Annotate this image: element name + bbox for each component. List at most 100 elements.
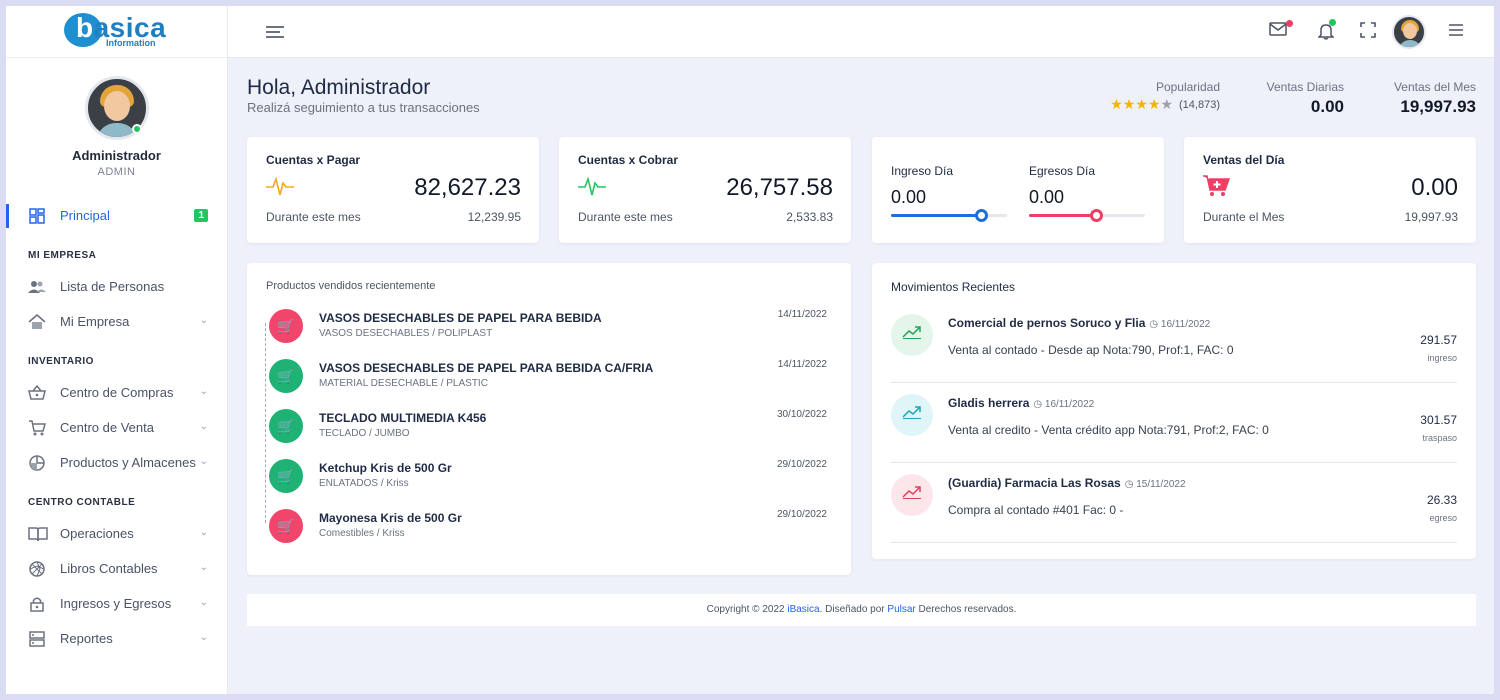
movement-date-value: 15/11/2022 [1136, 479, 1186, 490]
list-item[interactable]: 🛒 TECLADO MULTIMEDIA K456 TECLADO / JUMB… [267, 407, 827, 457]
table-row[interactable]: Comercial de pernos Soruco y Flia ◷ 16/11… [891, 303, 1457, 383]
footer-prefix: Copyright © 2022 [706, 604, 788, 615]
product-category: TECLADO / JUMBO [319, 428, 410, 439]
recent-products-panel: Productos vendidos recientemente 🛒 VASOS… [247, 263, 851, 575]
panel-title: Movimientos Recientes [891, 280, 1016, 294]
product-date: 14/11/2022 [777, 359, 827, 370]
popularity-label: Popularidad [1155, 80, 1220, 94]
sidebar-item-mi-empresa[interactable]: Mi Empresa ⌄ [6, 304, 228, 339]
top-bar [228, 6, 1494, 58]
sidebar-nav: Principal 1 MI EMPRESA Lista de Personas… [6, 198, 228, 656]
card-foot-value: 19,997.93 [1404, 210, 1458, 224]
cart-icon: 🛒 [269, 359, 303, 393]
card-cuentas-cobrar: Cuentas x Cobrar 26,757.58 Durante este … [559, 137, 851, 243]
mail-icon[interactable] [1268, 22, 1288, 42]
menu-toggle-icon[interactable] [266, 26, 284, 41]
bell-icon[interactable] [1316, 22, 1336, 42]
section-heading-empresa: MI EMPRESA [28, 250, 97, 261]
sidebar-item-operaciones[interactable]: Operaciones ⌄ [6, 516, 228, 551]
logo-word: asica [93, 12, 167, 43]
list-item[interactable]: 🛒 Mayonesa Kris de 500 Gr Comestibles / … [267, 507, 827, 557]
settings-menu-icon[interactable] [1446, 22, 1466, 42]
logo[interactable]: basica Information [6, 6, 227, 58]
sidebar-item-productos[interactable]: Productos y Almacenes ⌄ [6, 445, 228, 480]
product-name: TECLADO MULTIMEDIA K456 [319, 411, 487, 425]
movement-date: ◷ 16/11/2022 [1149, 319, 1211, 330]
movement-title: Gladis herrera [948, 396, 1030, 410]
sidebar-item-label: Libros Contables [60, 561, 158, 576]
movement-date: ◷ 15/11/2022 [1124, 479, 1186, 490]
rating-stars: ★ ★ ★ ★ ★ (14,873) [1110, 96, 1220, 113]
movement-type: egreso [1429, 513, 1457, 523]
pulse-icon [577, 174, 607, 198]
user-role: ADMIN [97, 166, 136, 178]
sidebar-item-principal[interactable]: Principal 1 [6, 198, 228, 233]
sidebar-item-label: Principal [60, 208, 110, 223]
monthly-sales-stat: Ventas del Mes 19,997.93 [1394, 80, 1476, 117]
product-name: VASOS DESECHABLES DE PAPEL PARA BEBIDA [319, 311, 602, 325]
movement-list: Comercial de pernos Soruco y Flia ◷ 16/11… [891, 303, 1457, 543]
user-profile: Administrador ADMIN [6, 58, 227, 178]
user-name: Administrador [72, 148, 161, 163]
book-icon [28, 526, 48, 542]
list-item[interactable]: 🛒 VASOS DESECHABLES DE PAPEL PARA BEBIDA… [267, 357, 827, 407]
product-date: 14/11/2022 [777, 309, 827, 320]
ingreso-slider-handle[interactable] [975, 209, 989, 222]
footer-author-link[interactable]: Pulsar [887, 604, 916, 615]
product-date: 30/10/2022 [776, 409, 827, 420]
sidebar-item-personas[interactable]: Lista de Personas [6, 269, 228, 304]
star-icon: ★ [1147, 96, 1161, 112]
product-category: MATERIAL DESECHABLE / PLASTIC [319, 378, 488, 389]
sidebar-item-label: Productos y Almacenes [60, 455, 196, 470]
list-item[interactable]: 🛒 Ketchup Kris de 500 Gr ENLATADOS / Kri… [267, 457, 827, 507]
egreso-slider[interactable] [1029, 209, 1145, 222]
daily-sales-value: 0.00 [1310, 97, 1344, 116]
daily-sales-label: Ventas Diarias [1266, 80, 1344, 94]
product-category: ENLATADOS / Kriss [319, 478, 409, 489]
footer-brand-link[interactable]: iBasica [787, 604, 820, 615]
product-name: Mayonesa Kris de 500 Gr [319, 511, 462, 525]
cart-icon: 🛒 [269, 509, 303, 543]
trend-up-icon [891, 474, 933, 516]
movement-amount: 301.57 [1420, 413, 1457, 427]
star-icon: ★ [1160, 96, 1174, 112]
card-value: 26,757.58 [726, 174, 833, 201]
footer-suffix: Derechos reservados. [915, 604, 1017, 615]
pulse-icon [265, 174, 295, 198]
cart-icon [28, 419, 46, 436]
ingreso-slider[interactable] [891, 209, 1007, 222]
card-ingresos-egresos: Ingreso Día 0.00 Egresos Día 0.00 [872, 137, 1164, 243]
card-value: 82,627.23 [414, 174, 521, 201]
card-foot-label: Durante este mes [578, 210, 673, 224]
trend-up-icon [891, 394, 933, 436]
sidebar-item-reportes[interactable]: Reportes ⌄ [6, 621, 228, 656]
movement-description: Venta al credito - Venta crédito app Not… [948, 423, 1269, 437]
product-name: Ketchup Kris de 500 Gr [319, 461, 452, 475]
star-icon: ★ [1110, 96, 1123, 112]
sidebar-item-ingresos[interactable]: Ingresos y Egresos ⌄ [6, 586, 228, 621]
sidebar-item-compras[interactable]: Centro de Compras ⌄ [6, 375, 228, 410]
daily-sales-stat: Ventas Diarias 0.00 [1267, 80, 1344, 117]
movement-date-value: 16/11/2022 [1044, 399, 1095, 410]
logo-mark [64, 13, 102, 47]
section-heading-contable: CENTRO CONTABLE [28, 497, 136, 508]
movement-type: ingreso [1427, 353, 1457, 363]
table-row[interactable]: Gladis herrera ◷ 16/11/2022 Venta al cred… [891, 383, 1457, 463]
sidebar-item-label: Centro de Venta [60, 420, 154, 435]
ingreso-value: 0.00 [891, 187, 927, 207]
recent-movements-panel: Movimientos Recientes Comercial de perno… [872, 263, 1476, 559]
user-avatar-button[interactable] [1392, 15, 1426, 49]
fullscreen-icon[interactable] [1358, 22, 1378, 42]
table-row[interactable]: (Guardia) Farmacia Las Rosas ◷ 15/11/2022… [891, 463, 1457, 543]
sidebar-item-libros[interactable]: Libros Contables ⌄ [6, 551, 228, 586]
movement-title: Comercial de pernos Soruco y Flia [948, 316, 1146, 330]
egreso-slider-handle[interactable] [1090, 209, 1104, 222]
list-item[interactable]: 🛒 VASOS DESECHABLES DE PAPEL PARA BEBIDA… [267, 307, 827, 357]
timeline-connector [265, 323, 266, 523]
chevron-down-icon: ⌄ [199, 386, 208, 397]
card-foot-label: Durante el Mes [1203, 210, 1285, 224]
card-title: Ventas del Día [1203, 153, 1285, 167]
card-ventas-dia: Ventas del Día 0.00 Durante el Mes 19,99… [1184, 137, 1476, 243]
sidebar-item-venta[interactable]: Centro de Venta ⌄ [6, 410, 228, 445]
card-value: 0.00 [1411, 174, 1458, 201]
